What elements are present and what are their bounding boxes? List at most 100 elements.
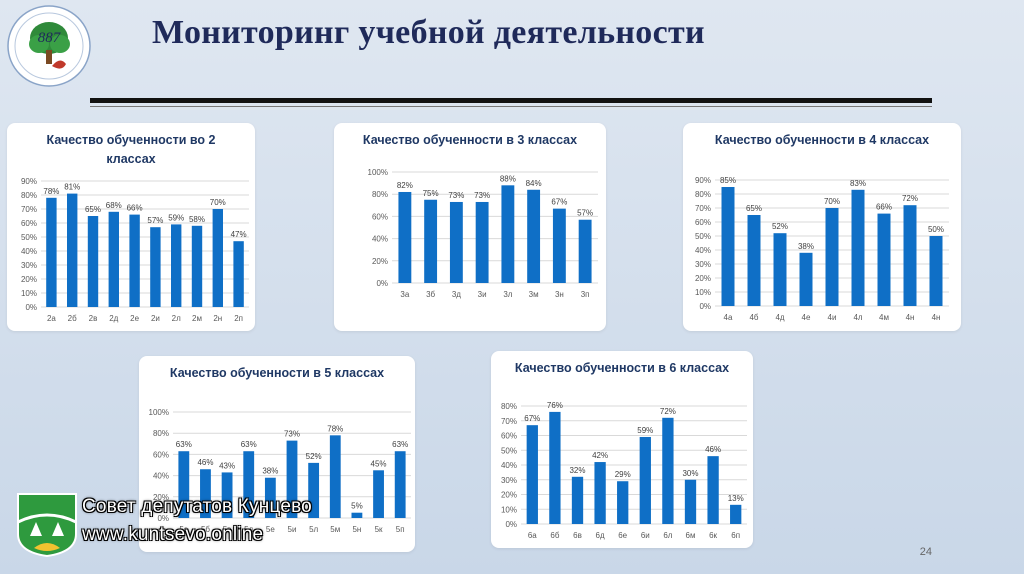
y-tick-label: 10% xyxy=(501,505,517,514)
data-label: 85% xyxy=(720,176,736,185)
bar xyxy=(707,456,719,524)
y-tick-label: 80% xyxy=(21,191,37,200)
x-tick-label: 6к xyxy=(709,531,717,540)
bar xyxy=(877,213,891,306)
bar xyxy=(191,225,203,307)
x-tick-label: 5н xyxy=(352,525,361,534)
bar xyxy=(527,189,541,283)
y-tick-label: 0% xyxy=(699,302,711,311)
chart-card-grade-2: Качество обученности во 2 классах 0% 10% 2… xyxy=(7,123,255,331)
y-tick-label: 20% xyxy=(153,493,169,502)
data-label: 78% xyxy=(327,424,343,433)
x-tick-label: 5в xyxy=(223,525,232,534)
x-tick-label: 3а xyxy=(400,290,409,299)
x-tick-label: 3д xyxy=(452,290,461,299)
bar xyxy=(549,411,561,524)
data-label: 29% xyxy=(615,470,631,479)
x-tick-label: 2м xyxy=(192,314,202,323)
y-tick-label: 40% xyxy=(372,235,388,244)
y-tick-label: 40% xyxy=(501,461,517,470)
bar xyxy=(373,470,384,518)
y-tick-label: 0% xyxy=(505,520,517,529)
data-label: 5% xyxy=(351,502,363,511)
x-tick-label: 4б xyxy=(749,313,758,322)
x-tick-label: 6д xyxy=(596,531,605,540)
x-tick-label: 2а xyxy=(47,314,56,323)
x-tick-label: 3м xyxy=(529,290,539,299)
bar xyxy=(594,462,606,524)
bar xyxy=(552,208,566,283)
data-label: 42% xyxy=(592,451,608,460)
bar xyxy=(449,201,463,283)
bar xyxy=(87,216,99,307)
y-tick-label: 60% xyxy=(501,432,517,441)
bar xyxy=(617,481,629,524)
x-tick-label: 3б xyxy=(426,290,435,299)
bar xyxy=(773,233,787,306)
y-tick-label: 60% xyxy=(21,219,37,228)
data-label: 81% xyxy=(64,183,80,192)
district-emblem-icon xyxy=(17,493,77,558)
bar xyxy=(578,219,592,283)
data-label: 65% xyxy=(746,204,762,213)
bar xyxy=(730,504,742,524)
data-label: 46% xyxy=(197,458,213,467)
x-tick-label: 2и xyxy=(151,314,160,323)
title-divider xyxy=(90,98,932,103)
chart-title-grade-5: Качество обученности в 5 классах xyxy=(169,366,385,380)
y-tick-label: 60% xyxy=(695,218,711,227)
data-label: 67% xyxy=(524,414,540,423)
data-label: 30% xyxy=(682,469,698,478)
bar xyxy=(571,476,584,524)
data-label: 84% xyxy=(526,179,542,188)
bar xyxy=(851,189,865,306)
x-tick-label: 4а xyxy=(724,313,733,322)
watermark: Совет депутатов Кунцево www.kuntsevo.onl… xyxy=(16,490,316,560)
y-tick-label: 10% xyxy=(695,288,711,297)
chart-title-grade-2: Качество обученности во 2 классах xyxy=(46,133,216,166)
data-label: 73% xyxy=(474,191,490,200)
x-tick-label: 5б xyxy=(201,525,210,534)
x-tick-label: 3н xyxy=(555,290,564,299)
data-label: 66% xyxy=(127,204,143,213)
data-label: 58% xyxy=(189,215,205,224)
x-tick-label: 6в xyxy=(573,531,582,540)
y-tick-label: 0% xyxy=(157,514,169,523)
logo-number: 887 xyxy=(38,30,62,46)
bar xyxy=(200,469,211,518)
data-label: 70% xyxy=(824,197,840,206)
data-label: 63% xyxy=(241,440,257,449)
x-tick-label: 5л xyxy=(309,525,318,534)
data-label: 70% xyxy=(210,198,226,207)
y-tick-label: 20% xyxy=(372,257,388,266)
y-tick-label: 40% xyxy=(695,246,711,255)
data-label: 73% xyxy=(448,191,464,200)
chart-title-grade-3: Качество обученности в 3 классах xyxy=(362,133,578,147)
x-tick-label: 3и xyxy=(478,290,487,299)
x-tick-label: 4е xyxy=(802,313,811,322)
data-label: 57% xyxy=(577,209,593,218)
y-tick-label: 40% xyxy=(21,247,37,256)
bar xyxy=(475,201,489,283)
x-tick-label: 6м xyxy=(686,531,696,540)
y-tick-label: 80% xyxy=(372,190,388,199)
y-tick-label: 60% xyxy=(153,450,169,459)
bar xyxy=(171,224,182,307)
data-label: 63% xyxy=(176,440,192,449)
bar xyxy=(684,479,697,524)
y-tick-label: 20% xyxy=(695,274,711,283)
x-tick-label: 2б xyxy=(68,314,77,323)
y-tick-label: 0% xyxy=(25,303,37,312)
bar xyxy=(721,187,735,306)
data-label: 32% xyxy=(569,466,585,475)
x-tick-label: 4л xyxy=(853,313,862,322)
bar xyxy=(286,440,298,518)
x-tick-label: 2е xyxy=(130,314,139,323)
data-label: 75% xyxy=(423,189,439,198)
x-tick-label: 6е xyxy=(618,531,627,540)
watermark-url[interactable]: www.kuntsevo.online xyxy=(82,524,264,545)
data-label: 43% xyxy=(219,461,235,470)
data-label: 59% xyxy=(637,426,653,435)
data-label: 52% xyxy=(772,222,788,231)
data-label: 72% xyxy=(902,194,918,203)
